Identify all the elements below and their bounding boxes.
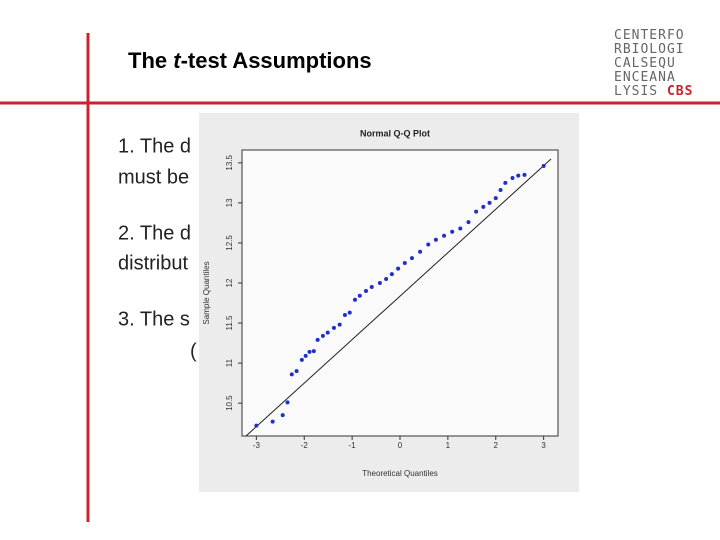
title-part: The	[128, 48, 173, 73]
qq-point	[352, 297, 357, 302]
qq-point	[289, 372, 294, 377]
plot-title: Normal Q-Q Plot	[360, 128, 430, 138]
plot-frame	[241, 149, 559, 437]
logo-text: LYSIS	[614, 84, 667, 99]
logo-accent: CBS	[667, 84, 693, 99]
logo-text: ENCEANA	[614, 70, 676, 85]
qq-point	[315, 337, 320, 342]
qq-point	[384, 276, 389, 281]
qq-point	[503, 180, 508, 185]
slide-title: The t-test Assumptions	[128, 48, 372, 73]
x-tick-label: -2	[301, 441, 309, 450]
qq-point	[325, 330, 330, 335]
qq-point	[522, 172, 527, 177]
qq-point	[402, 260, 407, 265]
logo-line: CALSEQU	[614, 56, 676, 71]
y-tick-label: 12.5	[225, 235, 234, 251]
qq-point	[357, 293, 362, 298]
qq-point	[311, 349, 316, 354]
x-tick-label: -3	[253, 441, 261, 450]
x-tick-label: 1	[446, 441, 451, 450]
qq-point	[510, 176, 515, 181]
title-part: -test Assumptions	[181, 48, 372, 73]
qq-point	[270, 419, 275, 424]
x-tick-label: -1	[349, 441, 357, 450]
qq-point	[487, 200, 492, 205]
qq-point	[409, 256, 414, 261]
qq-point	[294, 369, 299, 374]
qq-point	[254, 423, 259, 428]
qq-point	[303, 353, 308, 358]
logo-line: RBIOLOGI	[614, 42, 685, 57]
y-tick-label: 12	[225, 278, 234, 287]
y-tick-label: 11	[225, 358, 234, 367]
y-tick-label: 13	[225, 198, 234, 207]
qq-point	[342, 313, 347, 318]
qq-point	[516, 173, 521, 178]
title-part: t	[173, 48, 182, 73]
qq-point	[331, 325, 336, 330]
qq-point	[426, 242, 431, 247]
body-line: 2. The d	[118, 222, 191, 244]
qq-point	[442, 233, 447, 238]
qq-point	[320, 333, 325, 338]
logo-line: LYSIS CBS	[614, 84, 693, 99]
qq-point	[493, 196, 498, 201]
x-axis-label: Theoretical Quantiles	[362, 469, 438, 478]
qq-point	[299, 357, 304, 362]
logo-line: ENCEANA	[614, 70, 676, 85]
logo-line: CENTERFO	[614, 28, 685, 43]
body-line: (	[190, 340, 197, 362]
qq-point	[364, 288, 369, 293]
body-line: 1. The d	[118, 135, 191, 157]
logo-text: CALSEQU	[614, 56, 676, 71]
qq-point	[377, 280, 382, 285]
qq-point	[466, 220, 471, 225]
logo-text: CENTERFO	[614, 28, 685, 43]
qq-point	[433, 237, 438, 242]
qq-point	[337, 322, 342, 327]
qq-point	[396, 266, 401, 271]
qq-point	[450, 229, 455, 234]
qq-point	[498, 188, 503, 193]
x-tick-label: 3	[541, 441, 546, 450]
y-tick-label: 10.5	[225, 395, 234, 411]
reference-line	[245, 158, 552, 437]
qq-point	[347, 310, 352, 315]
body-line: 3. The s	[118, 308, 190, 330]
y-tick-label: 13.5	[225, 154, 234, 170]
qq-point	[307, 349, 312, 354]
qq-point	[481, 204, 486, 209]
x-tick-label: 2	[494, 441, 499, 450]
y-axis-label: Sample Quantiles	[202, 261, 211, 324]
qq-point	[458, 226, 463, 231]
body-line: distribut	[118, 252, 188, 274]
body-text: 1. The d must be 2. The d distribut 3. The s…	[118, 135, 197, 362]
body-line: must be	[118, 166, 189, 188]
qq-point	[541, 164, 546, 169]
logo-text: RBIOLOGI	[614, 42, 685, 57]
qq-point	[285, 400, 290, 405]
qq-point	[418, 249, 423, 254]
qq-point	[389, 272, 394, 277]
qq-point	[280, 413, 285, 418]
qq-point	[369, 284, 374, 289]
qq-point	[474, 209, 479, 214]
y-tick-label: 11.5	[225, 315, 234, 331]
x-tick-label: 0	[398, 441, 403, 450]
